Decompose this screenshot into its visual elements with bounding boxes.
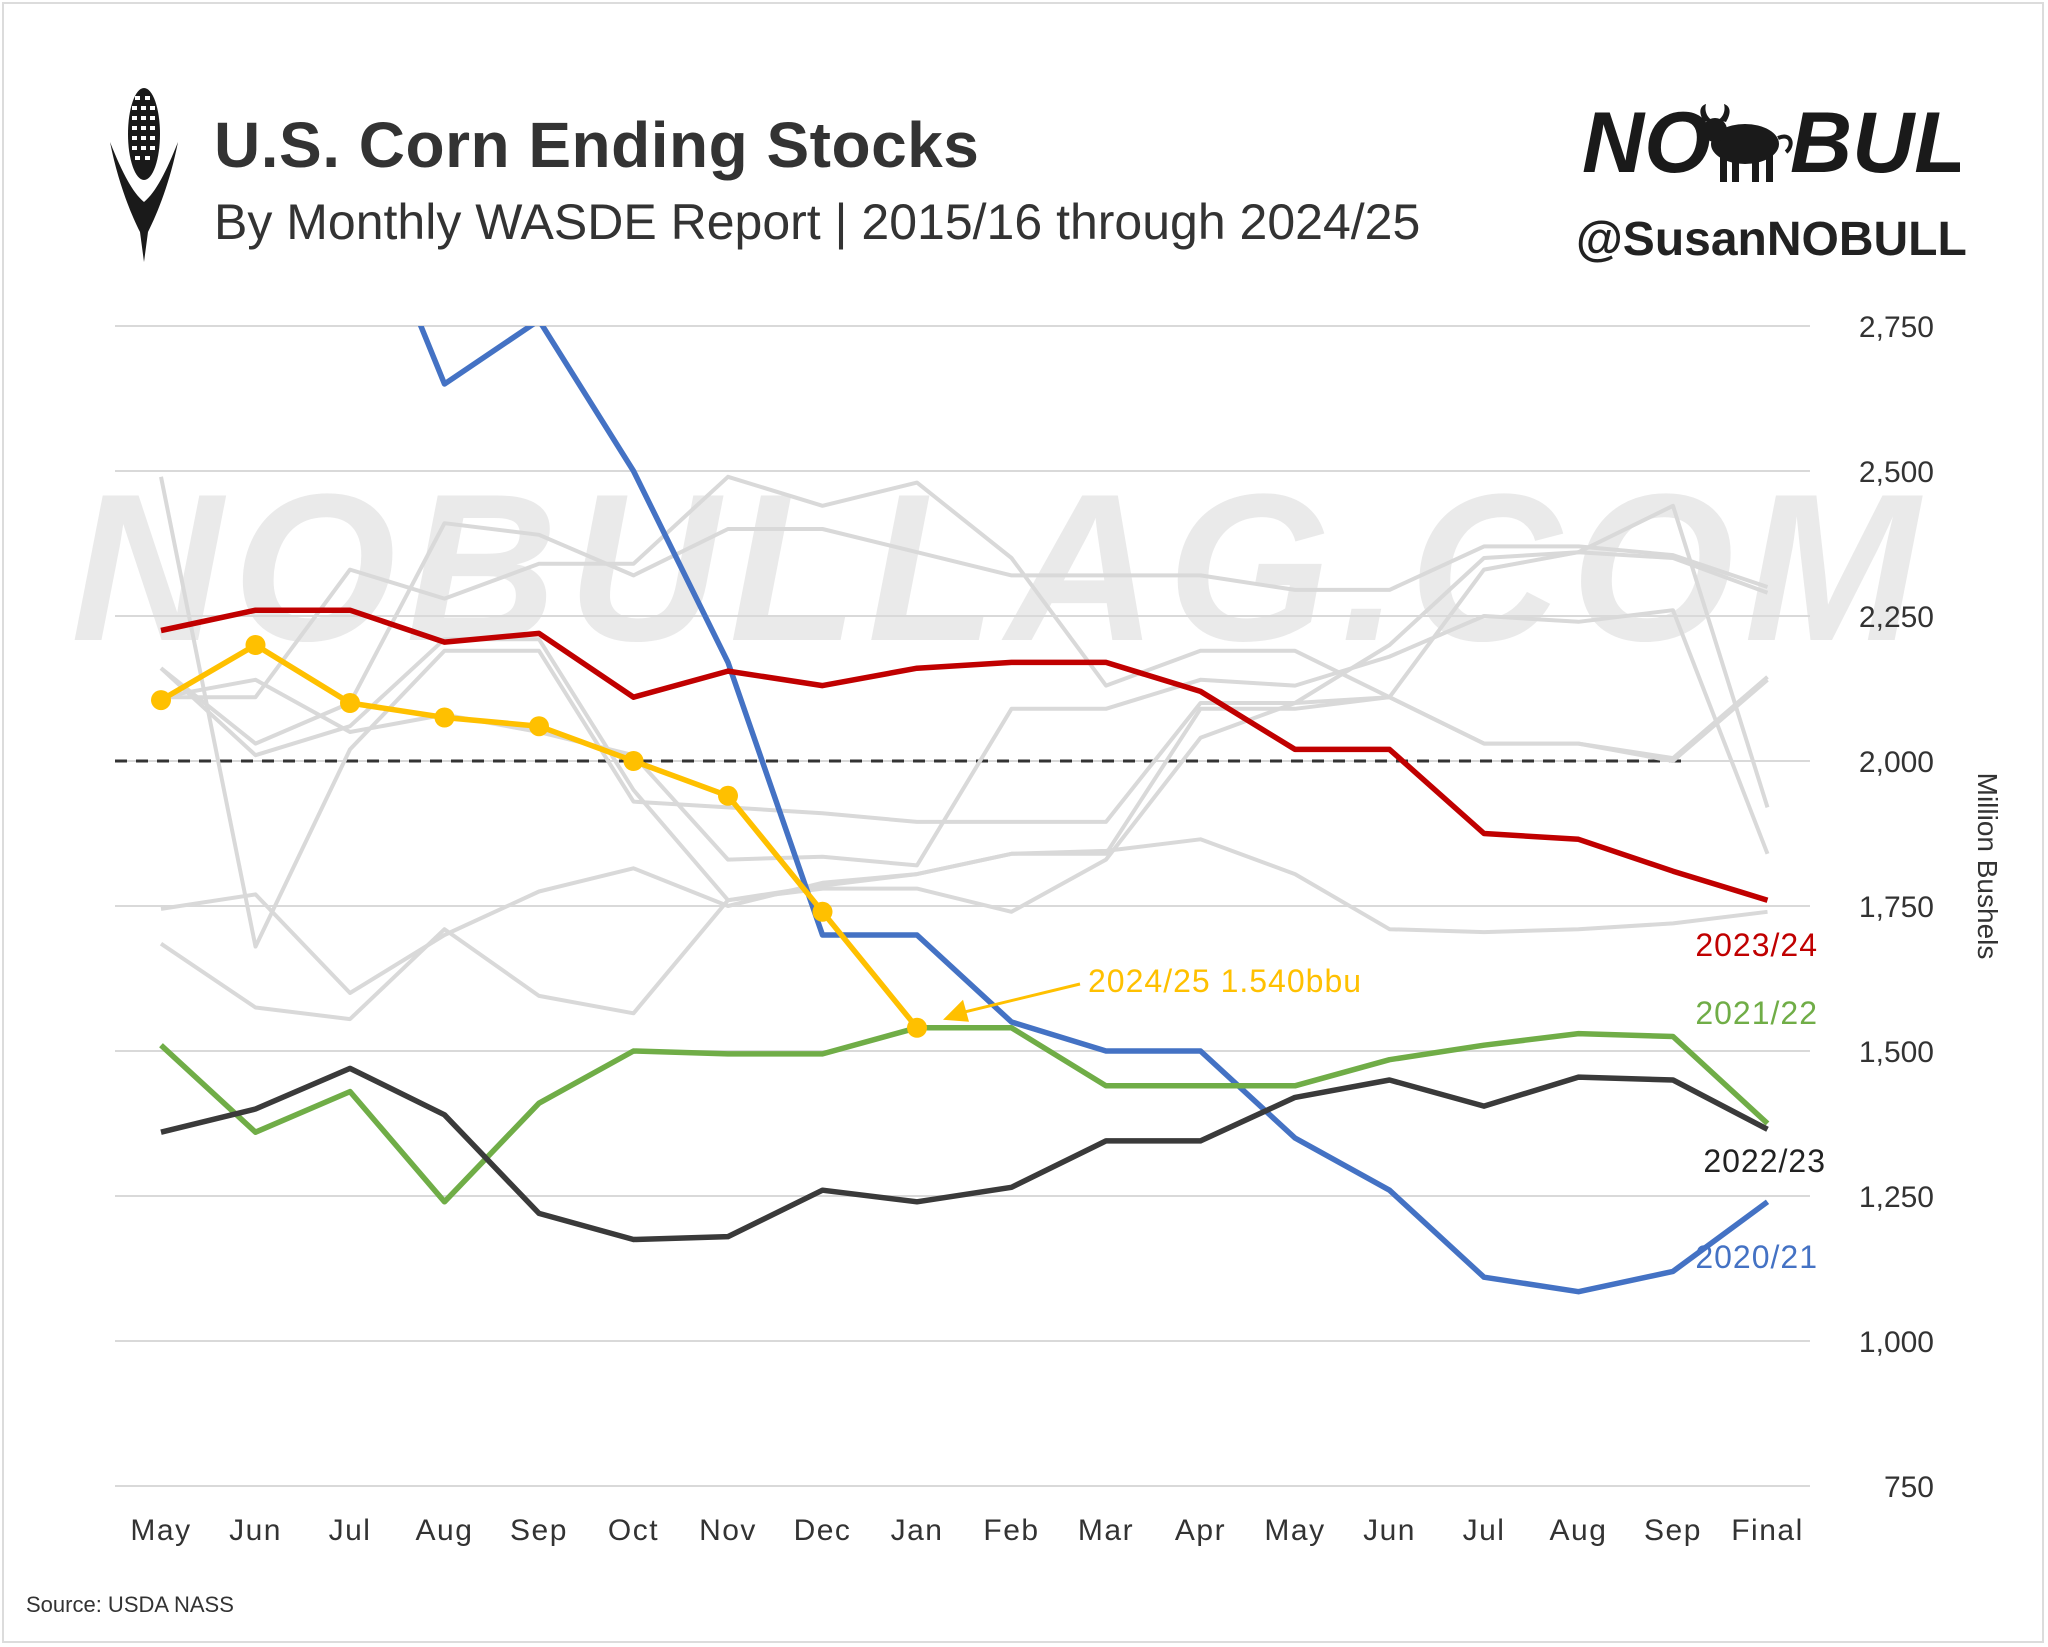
y-tick-label: 1,250 bbox=[1859, 1181, 1934, 1214]
series-point-2024-25 bbox=[245, 635, 266, 655]
y-tick-label: 1,750 bbox=[1859, 891, 1934, 924]
series-line-2024-25 bbox=[159, 642, 920, 1030]
series-point-2024-25 bbox=[434, 707, 455, 728]
series-group bbox=[151, 326, 1770, 1295]
annotation-text: 2024/25 1.540bbu bbox=[1088, 963, 1362, 999]
background-series-line bbox=[159, 675, 1769, 1022]
source-note: Source: USDA NASS bbox=[26, 1592, 234, 1617]
x-tick-label: Aug bbox=[1550, 1514, 1608, 1547]
y-tick-label: 2,500 bbox=[1859, 456, 1934, 489]
x-tick-label: Jul bbox=[329, 1514, 372, 1547]
y-tick-label: 1,000 bbox=[1859, 1326, 1934, 1359]
series-line-2022-23 bbox=[160, 1065, 1769, 1243]
x-tick-label: May bbox=[130, 1514, 191, 1547]
series-point-2024-25 bbox=[718, 785, 738, 806]
x-tick-label: Mar bbox=[1078, 1514, 1134, 1547]
series-point-2024-25 bbox=[812, 901, 833, 922]
social-handle: @SusanNOBULL bbox=[1576, 213, 1967, 266]
series-point-2024-25 bbox=[907, 1017, 927, 1038]
brand-logo: NO BULL bbox=[1582, 95, 1960, 191]
series-point-2024-25 bbox=[340, 693, 360, 713]
series-line-2020-21 bbox=[417, 326, 1770, 1295]
x-tick-label: Sep bbox=[510, 1514, 568, 1547]
bull-icon bbox=[1700, 104, 1793, 182]
chart-title: U.S. Corn Ending Stocks bbox=[214, 109, 980, 181]
annotation-arrow-line bbox=[956, 982, 1081, 1016]
x-tick-label: Jun bbox=[229, 1514, 282, 1547]
series-line-2023-24 bbox=[160, 607, 1769, 903]
watermark-text: NOBULLAG.COM bbox=[71, 450, 1929, 685]
x-tick-label: Oct bbox=[608, 1514, 659, 1547]
background-series-line bbox=[159, 550, 1769, 914]
series-point-2024-25 bbox=[623, 751, 644, 771]
x-tick-label: Aug bbox=[416, 1514, 474, 1547]
x-tick-label: Apr bbox=[1175, 1514, 1226, 1547]
series-end-label-2023-24: 2023/24 bbox=[1695, 927, 1818, 963]
x-tick-label: Jul bbox=[1463, 1514, 1506, 1547]
background-series-line bbox=[159, 521, 1769, 746]
background-series-line bbox=[159, 476, 1770, 949]
annotation-arrow-head bbox=[943, 999, 969, 1022]
corn-icon bbox=[110, 88, 178, 262]
x-tick-label: Dec bbox=[794, 1514, 852, 1547]
y-tick-label: 2,250 bbox=[1859, 601, 1934, 634]
x-tick-label: Nov bbox=[699, 1514, 757, 1547]
brand-text-bull: BULL bbox=[1790, 95, 1960, 191]
y-tick-label: 2,750 bbox=[1859, 311, 1934, 344]
series-line-2021-22 bbox=[159, 1025, 1770, 1205]
x-tick-label: Jan bbox=[891, 1514, 944, 1547]
y-tick-label: 2,000 bbox=[1859, 746, 1934, 779]
x-tick-label: Sep bbox=[1644, 1514, 1702, 1547]
series-end-label-2020-21: 2020/21 bbox=[1695, 1239, 1818, 1275]
series-point-2024-25 bbox=[151, 690, 171, 711]
y-tick-label: 1,500 bbox=[1859, 1036, 1934, 1069]
chart-subtitle: By Monthly WASDE Report | 2015/16 throug… bbox=[214, 194, 1421, 250]
series-point-2024-25 bbox=[529, 716, 549, 737]
brand-text-no: NO bbox=[1582, 95, 1711, 191]
series-end-label-2021-22: 2021/22 bbox=[1695, 995, 1818, 1031]
x-tick-label: Jun bbox=[1363, 1514, 1416, 1547]
series-end-label-2022-23: 2022/23 bbox=[1703, 1143, 1826, 1179]
background-series-line bbox=[161, 474, 1769, 763]
x-tick-label: May bbox=[1264, 1514, 1325, 1547]
x-tick-label: Final bbox=[1731, 1514, 1804, 1547]
x-tick-label: Feb bbox=[983, 1514, 1039, 1547]
y-tick-label: 750 bbox=[1884, 1471, 1934, 1504]
y-axis-title: Million Bushels bbox=[1972, 773, 2003, 960]
